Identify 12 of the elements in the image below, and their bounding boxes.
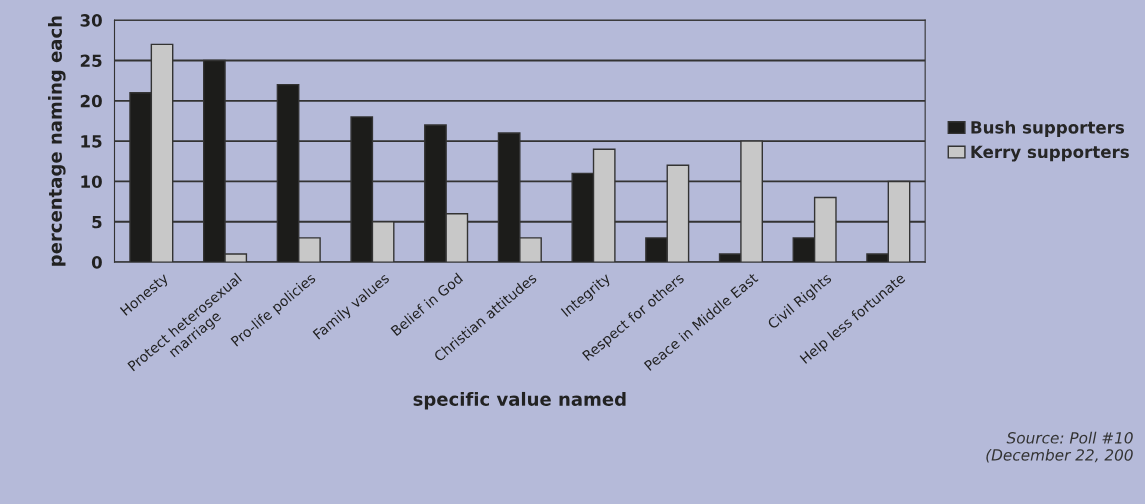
y-tick-label: 30 (80, 14, 102, 27)
x-axis-title: specific value named (413, 391, 626, 410)
y-tick-label: 15 (81, 135, 102, 148)
y-tick-label: 25 (80, 54, 102, 68)
y-tick-label: 5 (92, 215, 102, 229)
source-note: Source: Poll #10 (December 22, 200 (986, 431, 1133, 463)
legend-label: Kerry supporters (971, 145, 1129, 162)
y-axis-title: percentage naming each (48, 16, 66, 266)
legend-label: Bush supporters (971, 120, 1125, 137)
y-tick-label: 0 (91, 256, 102, 269)
y-tick-label: 20 (80, 94, 102, 108)
y-tick-label: 10 (81, 175, 102, 189)
